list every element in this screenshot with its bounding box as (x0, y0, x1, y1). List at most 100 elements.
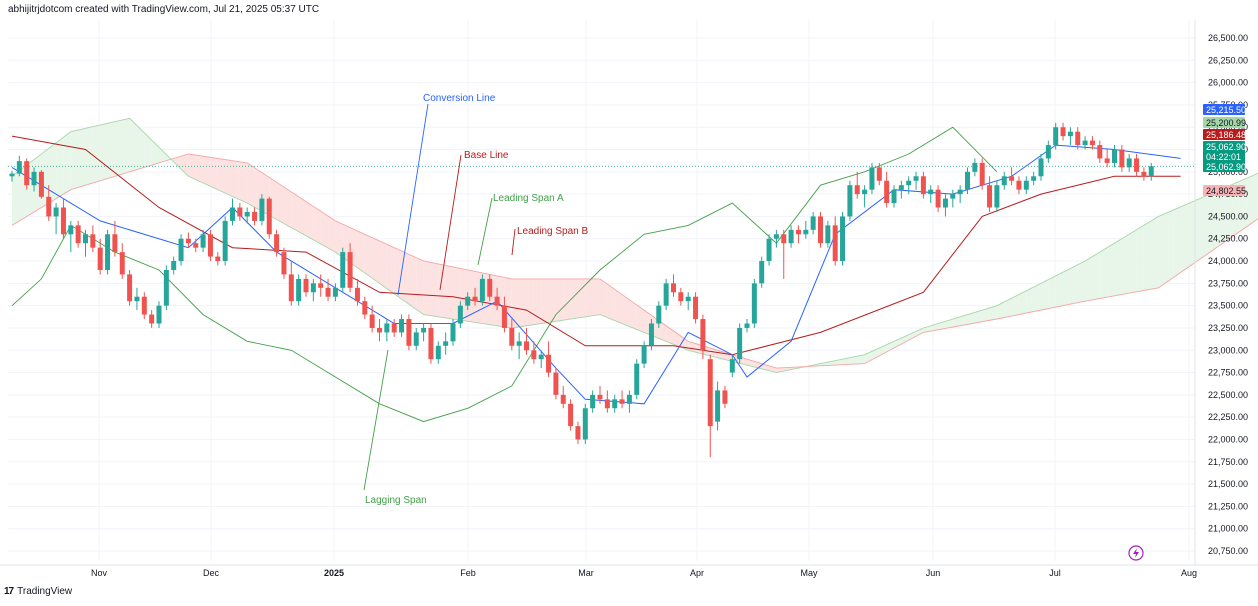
candle-body (575, 426, 581, 440)
candle-body (457, 305, 463, 324)
candle-body (685, 296, 691, 302)
candle-body (1001, 176, 1007, 186)
cloud-segment (1099, 247, 1108, 299)
cloud-segment (232, 160, 240, 200)
chart-attribution: abhijitrjdotcom created with TradingView… (8, 4, 320, 15)
grid-lines (8, 20, 1195, 561)
cloud-segment (945, 319, 953, 329)
cloud-segment (372, 237, 380, 284)
candle-body (413, 332, 419, 346)
candle-body (384, 323, 390, 333)
candle-body (105, 234, 111, 270)
candle-body (604, 399, 610, 409)
cloud-segment (1107, 243, 1115, 298)
candle-body (288, 274, 294, 302)
candle-body (965, 171, 970, 190)
cloud-segment (291, 191, 299, 232)
candle-body (663, 283, 669, 306)
leading-span-b-line (11, 153, 1258, 369)
candle-body (465, 296, 471, 306)
candle-body (715, 390, 721, 422)
price-tick-label: 20,750.00 (1208, 546, 1248, 556)
time-tick-label: Apr (690, 568, 704, 578)
candle-body (568, 403, 574, 427)
cloud-segment (445, 265, 453, 320)
candle-body (847, 185, 853, 217)
candle-body (781, 234, 787, 244)
cloud-segment (666, 325, 674, 345)
candle-body (987, 185, 993, 208)
time-tick-label: Mar (578, 568, 594, 578)
cloud-segment (842, 357, 850, 365)
price-badge (1203, 151, 1245, 162)
leading-span-a-line (11, 117, 1258, 374)
candle-body (891, 189, 897, 204)
cloud-segment (710, 348, 718, 358)
cloud-segment (386, 244, 395, 294)
cloud-segment (960, 314, 968, 326)
price-tick-label: 26,000.00 (1208, 78, 1248, 88)
cloud-segment (820, 362, 828, 366)
candle-body (75, 225, 81, 244)
cloud-segment (952, 316, 961, 328)
candle-body (979, 162, 985, 186)
flash-icon[interactable] (1128, 545, 1144, 561)
price-badge-label: 25,200.99 (1206, 118, 1246, 128)
candle-body (1038, 158, 1044, 177)
candle-body (619, 399, 625, 404)
price-badges: 25,215.50 25,200.99 25,186.48 25,062.9004:2… (1203, 104, 1246, 196)
candle-body (722, 390, 728, 404)
cloud-segment (989, 305, 997, 321)
price-tick-label: 22,000.00 (1208, 434, 1248, 444)
candle-body (252, 211, 258, 221)
candle-body (332, 287, 338, 297)
candle-body (840, 216, 846, 262)
candle-body (546, 354, 552, 373)
cloud-segment (85, 126, 93, 186)
candle-body (1067, 131, 1073, 137)
candle-body (428, 327, 434, 360)
cloud-segment (541, 278, 549, 324)
cloud-segment (688, 341, 696, 353)
cloud-segment (129, 118, 137, 172)
candle-body (38, 171, 44, 197)
cloud-segment (996, 301, 1005, 320)
candle-body (171, 261, 177, 270)
cloud-segment (982, 307, 990, 322)
cloud-segment (1018, 290, 1027, 315)
candle-body (950, 194, 956, 199)
cloud-segment (1180, 203, 1188, 273)
candle-body (399, 319, 405, 333)
cloud-segment (328, 216, 336, 253)
candle-body (362, 301, 368, 315)
candle-body (1023, 180, 1029, 190)
annotation-label: Leading Span B (517, 226, 589, 237)
candle-body (972, 162, 978, 172)
cloud-segment (1188, 200, 1196, 268)
cloud-segment (857, 354, 865, 365)
cloud-segment (63, 131, 71, 195)
candle-body (24, 161, 30, 186)
candle-body (274, 234, 280, 253)
candle-body (641, 345, 647, 364)
candle-body (200, 234, 206, 248)
candle-body (700, 319, 706, 351)
cloud-segment (1026, 287, 1034, 314)
tradingview-brand[interactable]: 17 TradingView (4, 586, 72, 597)
candle-body (773, 234, 779, 239)
candle-body (1134, 158, 1140, 172)
cloud-segment (1202, 194, 1211, 258)
price-tick-label: 22,750.00 (1208, 368, 1248, 378)
price-axis: 26,500.0026,250.0026,000.0025,750.0025,5… (1194, 20, 1248, 565)
cloud-segment (320, 211, 329, 249)
candle-body (369, 314, 375, 328)
candle-body (296, 278, 302, 302)
candle-body (1082, 140, 1088, 146)
cloud-segment (1195, 197, 1203, 263)
cloud-segment (614, 289, 623, 324)
candle-body (377, 327, 382, 333)
candle-body (693, 296, 699, 320)
candle-body (766, 238, 772, 262)
candle-body (1060, 127, 1066, 137)
